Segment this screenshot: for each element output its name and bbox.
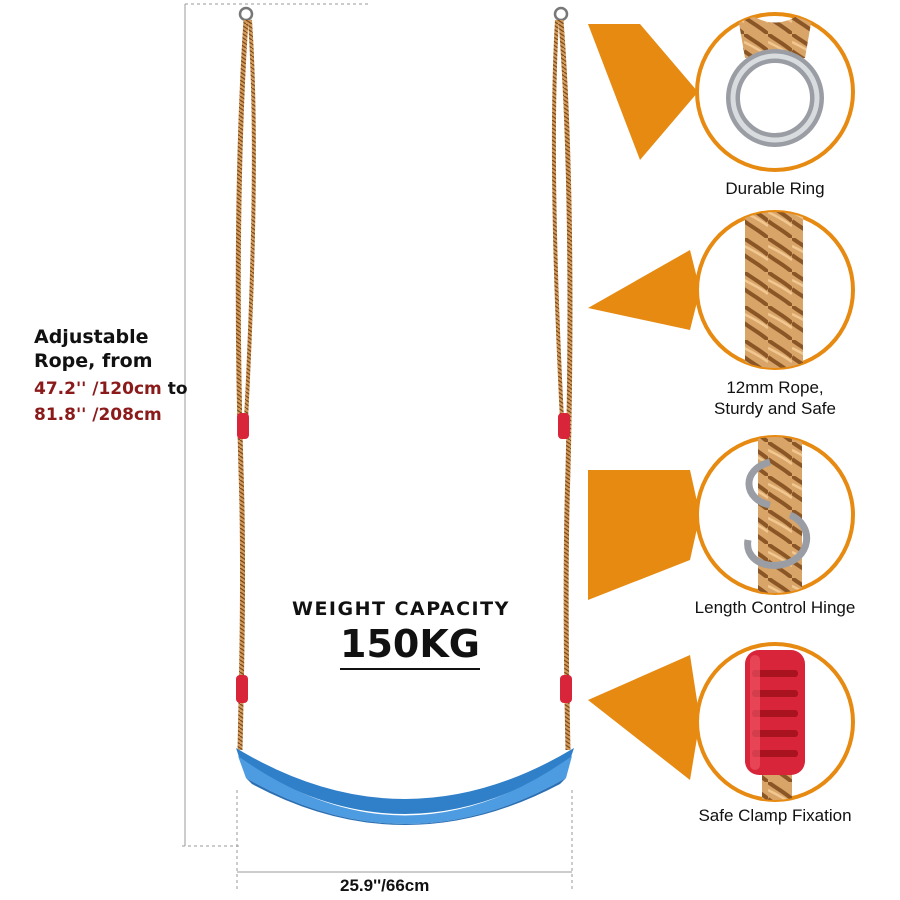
rope-min-length: 47.2'' /120cm [34, 379, 162, 399]
ring-caption-text: Durable Ring [725, 179, 825, 198]
feature-clamp [588, 642, 855, 802]
feature-caption-rope: 12mm Rope, Sturdy and Safe [655, 377, 895, 419]
right-lower-clamp [560, 675, 572, 703]
feature-rope [588, 210, 855, 370]
weight-underline [340, 668, 480, 670]
weight-capacity-value: 150KG [340, 622, 480, 666]
right-rope [551, 6, 573, 751]
rope-caption-line1: 12mm Rope, [726, 378, 824, 397]
left-rope [235, 6, 256, 751]
seat-width-label: 25.9''/66cm [340, 876, 430, 895]
adjustable-rope-heading: Adjustable Rope, from [34, 325, 153, 373]
left-lower-clamp [236, 675, 248, 703]
clamp-caption-text: Safe Clamp Fixation [698, 806, 852, 825]
blue-swing-seat [236, 748, 574, 825]
left-upper-clamp [237, 413, 249, 439]
feature-caption-ring: Durable Ring [655, 178, 895, 199]
height-dimension [182, 3, 370, 847]
feature-hinge [588, 435, 855, 600]
rope-heading-line1: Adjustable [34, 326, 149, 348]
feature-caption-clamp: Safe Clamp Fixation [655, 805, 895, 826]
right-upper-clamp [558, 413, 570, 439]
feature-caption-hinge: Length Control Hinge [655, 597, 895, 618]
weight-capacity-label: WEIGHT CAPACITY [292, 598, 510, 620]
feature-ring [588, 12, 855, 172]
rope-length-range: 47.2'' /120cm to 81.8'' /208cm [34, 376, 188, 428]
rope-max-length: 81.8'' /208cm [34, 405, 162, 425]
width-dimension [236, 790, 573, 890]
rope-range-connector: to [167, 379, 188, 399]
rope-caption-line2: Sturdy and Safe [714, 399, 836, 418]
rope-heading-line2: Rope, from [34, 350, 153, 372]
hinge-caption-text: Length Control Hinge [694, 598, 856, 617]
